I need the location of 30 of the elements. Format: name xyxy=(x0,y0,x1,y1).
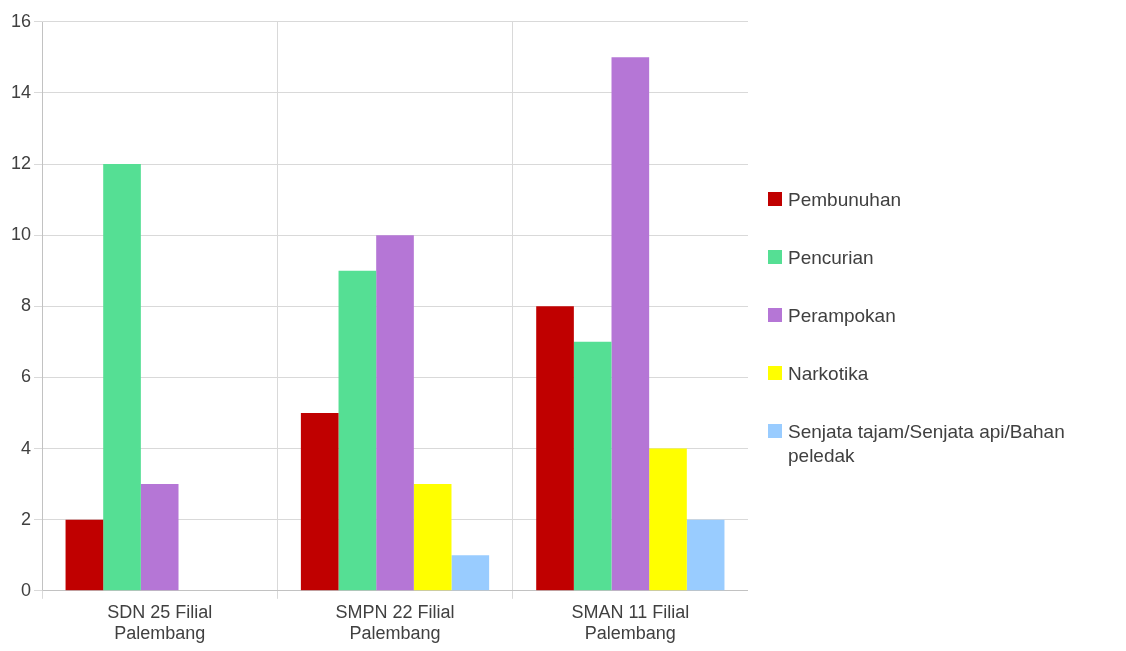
bar xyxy=(536,306,574,591)
y-tick-label: 8 xyxy=(21,295,32,316)
legend-label: Perampokan xyxy=(788,304,896,328)
y-tick-label: 10 xyxy=(10,224,32,245)
legend-label: Senjata tajam/Senjata api/Bahan peledak xyxy=(788,420,1066,468)
legend-label: Pembunuhan xyxy=(788,188,902,212)
y-tick-label: 4 xyxy=(21,437,32,458)
bar xyxy=(338,270,377,591)
bar xyxy=(376,235,414,591)
bar xyxy=(103,164,141,591)
bar xyxy=(649,448,687,591)
bar xyxy=(451,555,490,591)
legend-label: Pencurian xyxy=(788,246,874,270)
bar xyxy=(300,412,339,591)
x-tick-label: SDN 25 Filial Palembang xyxy=(107,601,213,644)
y-tick-label: 2 xyxy=(21,508,32,529)
bar xyxy=(140,484,179,591)
y-tick-label: 16 xyxy=(10,10,32,31)
legend-label: Narkotika xyxy=(788,362,869,386)
y-tick-label: 14 xyxy=(10,81,32,102)
y-tick-label: 0 xyxy=(21,579,32,600)
x-tick-label: SMPN 22 Filial Palembang xyxy=(335,601,455,644)
bar xyxy=(413,484,452,591)
bar xyxy=(573,341,612,591)
bar xyxy=(611,57,650,591)
bar xyxy=(65,519,104,591)
x-tick-label: SMAN 11 Filial Palembang xyxy=(571,601,690,644)
bar xyxy=(686,519,725,591)
y-tick-label: 12 xyxy=(10,153,32,174)
y-tick-label: 6 xyxy=(21,366,32,387)
